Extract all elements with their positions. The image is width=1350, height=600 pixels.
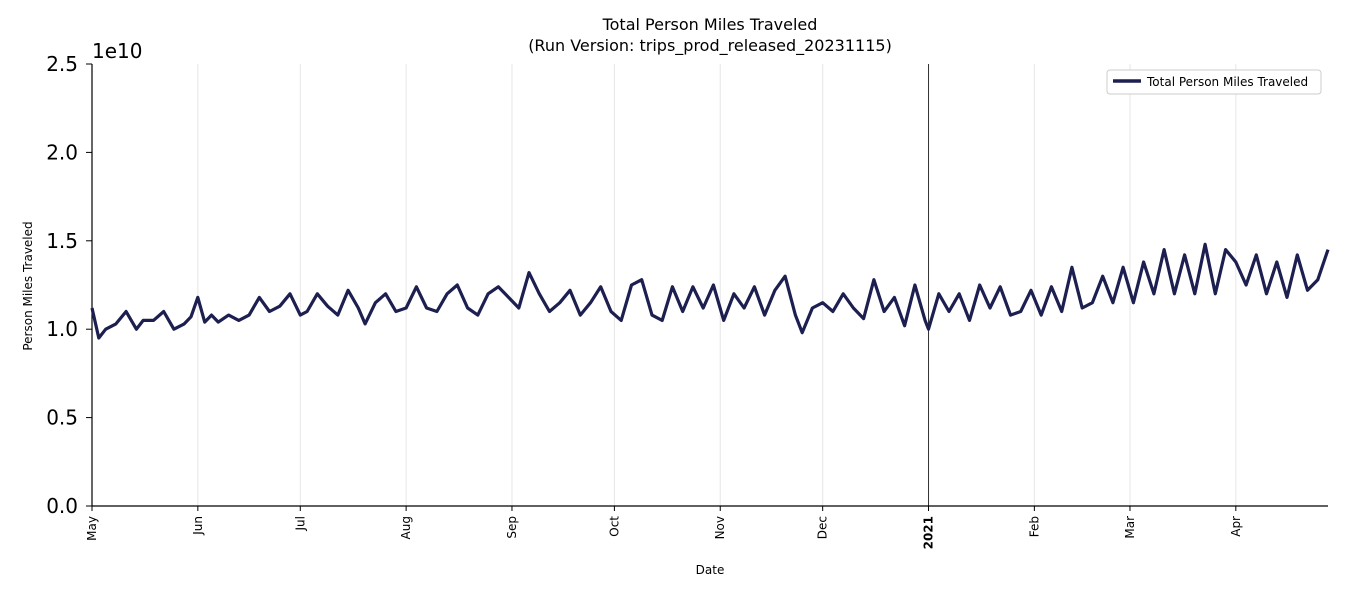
x-tick-label: Oct [607,516,621,537]
y-tick-label: 1.5 [46,229,78,253]
y-tick-label: 2.0 [46,140,78,164]
x-tick-label: Feb [1027,516,1041,537]
chart-title: Total Person Miles Traveled [602,15,818,34]
x-tick-label: May [85,516,99,541]
x-tick-label: Aug [399,516,413,539]
legend: Total Person Miles Traveled [1106,69,1322,95]
y-axis-ticks: 0.0 0.5 1.0 1.5 2.0 2.5 [46,52,92,518]
x-tick-label: Dec [816,516,830,539]
x-axis-label: Date [696,563,725,577]
vertical-grid [91,64,1237,506]
series-line [90,242,1330,340]
legend-box [1106,69,1322,95]
y-axis-multiplier: 1e10 [92,39,142,63]
y-tick-label: 1.0 [46,317,78,341]
y-tick-label: 0.5 [46,406,78,430]
chart-subtitle: (Run Version: trips_prod_released_202311… [528,36,892,56]
legend-label: Total Person Miles Traveled [1146,75,1308,89]
y-tick-label: 0.0 [46,494,78,518]
y-axis-label: Person Miles Traveled [21,221,35,350]
x-tick-label: Nov [713,516,727,539]
x-tick-label: Jun [191,516,205,536]
x-tick-label: Sep [505,516,519,539]
x-tick-label: 2021 [922,516,936,549]
x-tick-label: Mar [1123,516,1137,539]
axes [91,64,1328,507]
x-tick-label: Apr [1229,516,1243,537]
y-tick-label: 2.5 [46,52,78,76]
x-tick-label: Jul [293,516,307,531]
x-axis-ticks: May Jun Jul Aug Sep Oct Nov Dec 2021 Feb Mar Apr [85,506,1243,549]
